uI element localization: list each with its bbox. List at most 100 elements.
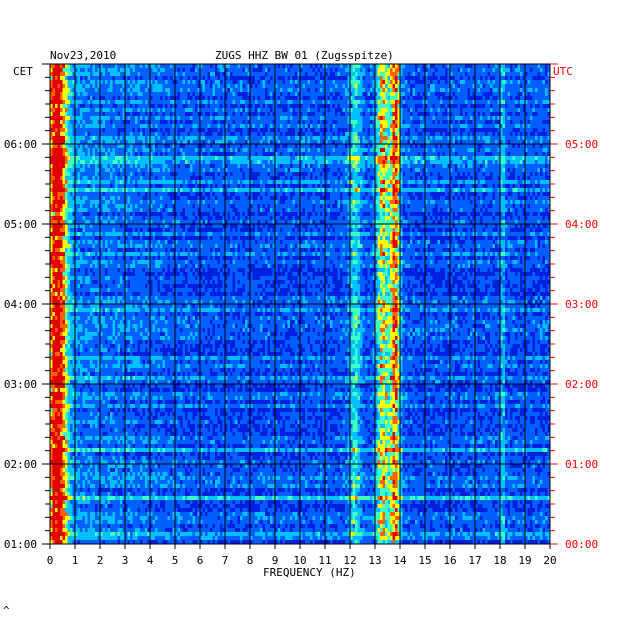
spectrogram-cell	[517, 124, 521, 129]
spectrogram-cell	[192, 96, 196, 101]
spectrogram-cell	[350, 152, 353, 157]
spectrogram-cell	[427, 96, 431, 101]
spectrogram-cell	[332, 148, 336, 153]
spectrogram-cell	[332, 140, 336, 145]
spectrogram-cell	[215, 132, 218, 137]
spectrogram-cell	[137, 84, 141, 89]
spectrogram-cell	[377, 148, 381, 153]
spectrogram-cell	[207, 92, 211, 97]
spectrogram-cell	[445, 96, 448, 101]
spectrogram-cell	[117, 88, 121, 93]
spectrogram-cell	[122, 140, 126, 145]
spectrogram-cell	[145, 152, 148, 157]
spectrogram-cell	[322, 108, 326, 113]
spectrogram-cell	[240, 152, 243, 157]
spectrogram-cell	[360, 160, 363, 165]
spectrogram-cell	[240, 116, 243, 121]
spectrogram-cell	[342, 92, 346, 97]
spectrogram-cell	[117, 108, 121, 113]
spectrogram-cell	[495, 120, 498, 125]
spectrogram-cell	[430, 132, 433, 137]
spectrogram-cell	[75, 148, 78, 153]
spectrogram-cell	[477, 76, 481, 81]
spectrogram-cell	[380, 140, 383, 145]
spectrogram-cell	[285, 88, 288, 93]
spectrogram-cell	[427, 144, 431, 149]
spectrogram-cell	[207, 88, 211, 93]
spectrogram-cell	[445, 120, 448, 125]
spectrogram-cell	[87, 120, 91, 125]
spectrogram-cell	[317, 116, 321, 121]
spectrogram-cell	[500, 104, 503, 109]
spectrogram-cell	[167, 68, 171, 73]
spectrogram-cell	[312, 112, 316, 117]
spectrogram-cell	[57, 120, 61, 125]
spectrogram-cell	[452, 68, 456, 73]
spectrogram-cell	[350, 96, 353, 101]
spectrogram-cell	[447, 84, 451, 89]
spectrogram-cell	[532, 140, 536, 145]
spectrogram-cell	[447, 124, 451, 129]
spectrogram-cell	[67, 92, 71, 97]
spectrogram-cell	[237, 128, 241, 133]
spectrogram-cell	[465, 84, 468, 89]
spectrogram-cell	[495, 124, 498, 129]
spectrogram-cell	[165, 148, 168, 153]
spectrogram-cell	[307, 64, 311, 69]
spectrogram-cell	[162, 80, 166, 85]
spectrogram-cell	[515, 136, 518, 141]
spectrogram-cell	[462, 64, 466, 69]
spectrogram-cell	[537, 152, 541, 157]
spectrogram-cell	[407, 84, 411, 89]
spectrogram-cell	[162, 136, 166, 141]
spectrogram-cell	[220, 88, 223, 93]
spectrogram-cell	[345, 148, 348, 153]
spectrogram-cell	[377, 136, 381, 141]
spectrogram-cell	[60, 120, 63, 125]
spectrogram-cell	[470, 68, 473, 73]
spectrogram-cell	[360, 132, 363, 137]
spectrogram-cell	[480, 140, 483, 145]
spectrogram-cell	[237, 88, 241, 93]
spectrogram-cell	[457, 140, 461, 145]
spectrogram-cell	[257, 68, 261, 73]
spectrogram-cell	[130, 64, 133, 69]
spectrogram-cell	[402, 132, 406, 137]
spectrogram-cell	[117, 136, 121, 141]
spectrogram-cell	[380, 124, 383, 129]
spectrogram-cell	[502, 136, 506, 141]
spectrogram-cell	[450, 156, 453, 161]
spectrogram-cell	[247, 152, 251, 157]
spectrogram-cell	[450, 112, 453, 117]
spectrogram-cell	[370, 112, 373, 117]
spectrogram-cell	[367, 132, 371, 137]
spectrogram-cell	[385, 64, 388, 69]
spectrogram-cell	[387, 152, 391, 157]
spectrogram-cell	[210, 100, 213, 105]
spectrogram-cell	[200, 124, 203, 129]
spectrogram-cell	[155, 116, 158, 121]
spectrogram-cell	[210, 80, 213, 85]
spectrogram-cell	[70, 68, 73, 73]
spectrogram-cell	[522, 120, 526, 125]
spectrogram-cell	[262, 152, 266, 157]
spectrogram-cell	[430, 76, 433, 81]
spectrogram-cell	[235, 96, 238, 101]
spectrogram-cell	[210, 144, 213, 149]
spectrogram-cell	[335, 156, 338, 161]
spectrogram-cell	[247, 80, 251, 85]
spectrogram-cell	[480, 88, 483, 93]
spectrogram-cell	[290, 72, 293, 77]
spectrogram-cell	[250, 88, 253, 93]
spectrogram-cell	[425, 120, 428, 125]
spectrogram-cell	[342, 84, 346, 89]
spectrogram-cell	[380, 108, 383, 113]
spectrogram-cell	[310, 160, 313, 165]
spectrogram-cell	[227, 96, 231, 101]
spectrogram-cell	[285, 160, 288, 165]
spectrogram-cell	[187, 84, 191, 89]
spectrogram-cell	[105, 92, 108, 97]
spectrogram-cell	[260, 92, 263, 97]
spectrogram-cell	[450, 120, 453, 125]
spectrogram-cell	[267, 68, 271, 73]
